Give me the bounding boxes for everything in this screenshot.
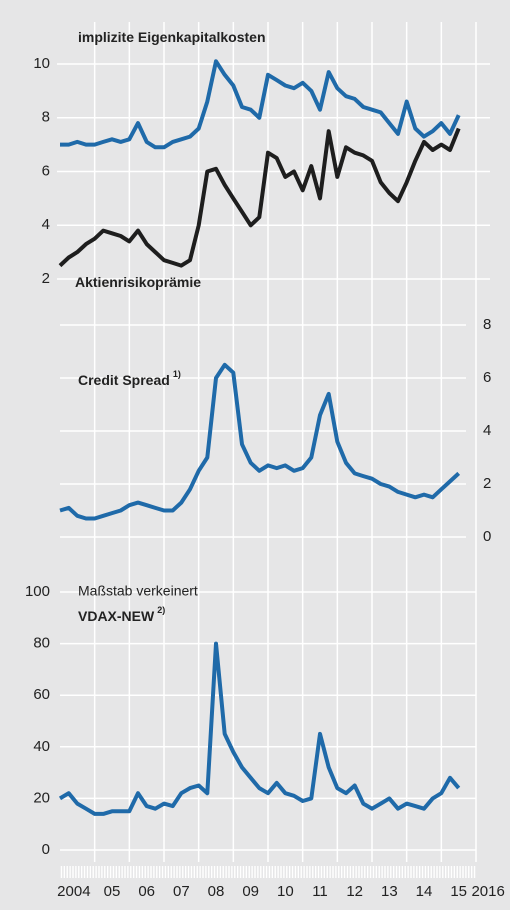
series-name: Aktienrisikoprämie <box>75 274 201 290</box>
x-tick-label: 2004 <box>57 883 90 900</box>
x-tick-label: 08 <box>208 883 225 900</box>
y-tick-label: 40 <box>33 738 50 755</box>
x-tick-label: 15 <box>450 883 467 900</box>
series-name: VDAX-NEW <box>78 608 155 624</box>
x-tick-label: 06 <box>138 883 155 900</box>
series-label: Aktienrisikoprämie <box>75 274 201 290</box>
series-name: implizite Eigenkapitalkosten <box>78 29 266 45</box>
line-series <box>58 127 461 268</box>
y-tick-label: 80 <box>33 635 50 652</box>
y-tick-label: 2 <box>483 475 491 492</box>
subtitle: Maßstab verkeinert <box>78 583 198 599</box>
x-tick-label: 07 <box>173 883 190 900</box>
y-tick-label: 10 <box>33 55 50 72</box>
y-tick-label: 20 <box>33 789 50 806</box>
x-tick-label: 13 <box>381 883 398 900</box>
x-tick-label: 11 <box>312 883 328 900</box>
x-tick-label: 12 <box>346 883 363 900</box>
series-note: 1) <box>173 369 181 379</box>
y-tick-label: 8 <box>42 109 50 126</box>
y-tick-label: 4 <box>483 422 491 439</box>
y-tick-label: 8 <box>483 316 491 333</box>
y-tick-label: 0 <box>483 528 491 545</box>
x-tick-label: 05 <box>104 883 121 900</box>
series-label: VDAX-NEW 2) <box>78 605 165 623</box>
series-label: Credit Spread 1) <box>78 369 181 387</box>
x-tick-label: 14 <box>416 883 433 900</box>
line-series <box>58 641 461 816</box>
y-tick-label: 4 <box>42 216 50 233</box>
series-label: implizite Eigenkapitalkosten <box>78 29 266 45</box>
y-tick-label: 2 <box>42 270 50 287</box>
y-tick-label: 6 <box>42 162 50 179</box>
y-tick-label: 6 <box>483 369 491 386</box>
y-tick-label: 100 <box>25 583 50 600</box>
x-tick-label: 10 <box>277 883 294 900</box>
x-tick-label: 09 <box>242 883 259 900</box>
y-tick-label: 60 <box>33 686 50 703</box>
y-tick-label: 0 <box>42 841 50 858</box>
series-note: 2) <box>157 605 165 615</box>
x-tick-label: 2016 <box>471 883 504 900</box>
line-series <box>60 59 461 150</box>
line-series <box>59 362 461 521</box>
series-name: Credit Spread <box>78 372 170 388</box>
